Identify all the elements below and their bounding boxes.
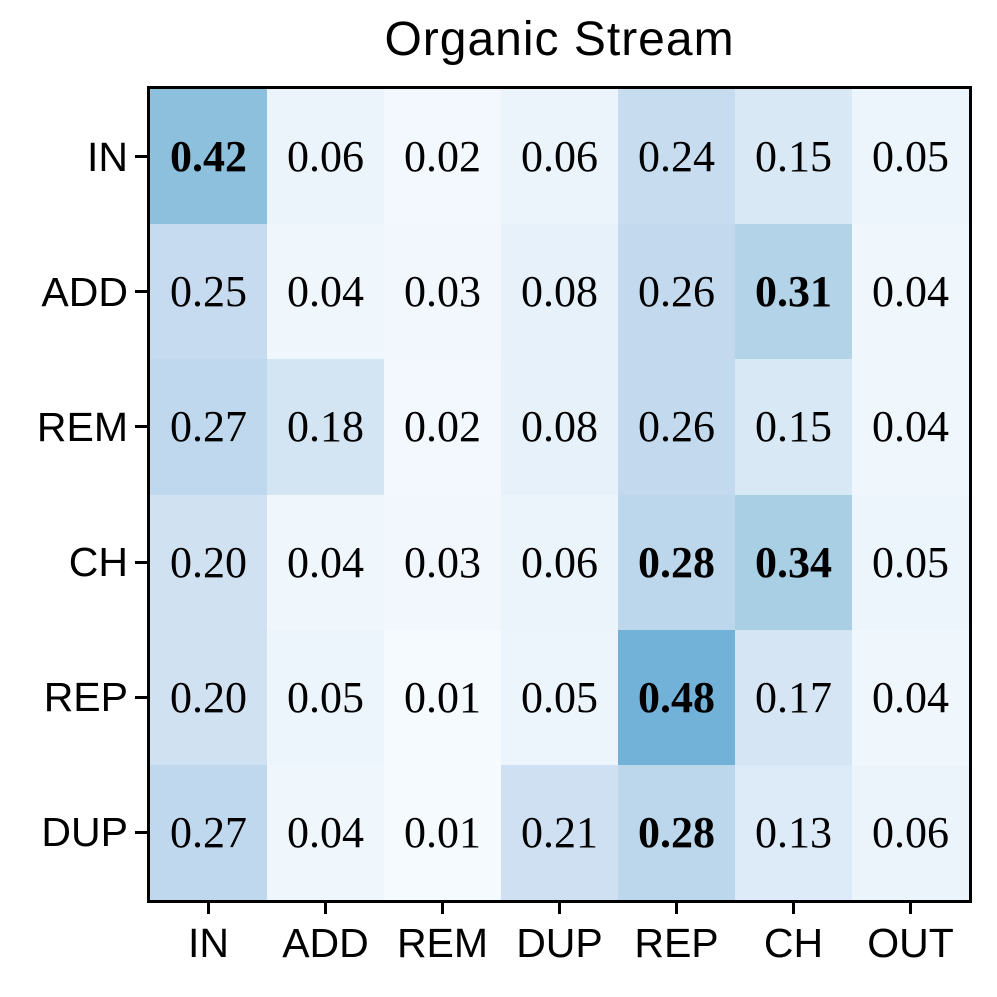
heatmap-cell-IN-REP: 0.24 [618,89,735,225]
heatmap-cell-DUP-ADD: 0.04 [267,764,384,900]
heatmap-cell-IN-CH: 0.15 [735,89,852,225]
heatmap-cell-CH-CH: 0.34 [735,494,852,630]
y-tick-mark [135,695,147,699]
x-tick-label-DUP: DUP [516,920,603,966]
heatmap-cell-REP-OUT: 0.04 [852,629,969,765]
x-tick-label-OUT: OUT [867,920,954,966]
y-tick-label-REM: REM [36,403,128,450]
chart-title: Organic Stream [384,13,735,66]
heatmap-cell-REP-REP: 0.48 [618,629,735,765]
heatmap-cell-DUP-CH: 0.13 [735,764,852,900]
heatmap-cell-IN-DUP: 0.06 [501,89,618,225]
heatmap-cell-REM-CH: 0.15 [735,359,852,495]
heatmap-cell-REM-DUP: 0.08 [501,359,618,495]
heatmap-cell-IN-ADD: 0.06 [267,89,384,225]
x-tick-mark [558,903,561,914]
x-tick-label-ADD: ADD [282,920,369,966]
y-tick-mark [135,425,147,429]
heatmap-cell-ADD-REP: 0.26 [618,224,735,360]
heatmap-cell-DUP-OUT: 0.06 [852,764,969,900]
x-tick-mark [792,903,795,914]
heatmap-cell-IN-OUT: 0.05 [852,89,969,225]
heatmap-cell-ADD-ADD: 0.04 [267,224,384,360]
y-tick-label-DUP: DUP [41,809,128,856]
y-tick-label-IN: IN [87,133,128,180]
heatmap-cell-IN-REM: 0.02 [384,89,501,225]
heatmap-cell-DUP-DUP: 0.21 [501,764,618,900]
y-tick-mark [135,560,147,564]
x-tick-label-CH: CH [763,920,824,966]
heatmap-cell-ADD-OUT: 0.04 [852,224,969,360]
y-tick-mark [135,155,147,159]
plot-area: 0.42 0.06 0.02 0.06 0.24 0.15 0.05 0.25 0.04 0.03… [147,86,972,903]
x-tick-mark [324,903,327,914]
heatmap-cell-REM-ADD: 0.18 [267,359,384,495]
heatmap-cell-CH-REM: 0.03 [384,494,501,630]
x-tick-mark [441,903,444,914]
heatmap-cell-REM-REP: 0.26 [618,359,735,495]
heatmap-cell-ADD-CH: 0.31 [735,224,852,360]
heatmap-cell-ADD-REM: 0.03 [384,224,501,360]
heatmap-cell-CH-OUT: 0.05 [852,494,969,630]
heatmap-cell-CH-ADD: 0.04 [267,494,384,630]
heatmap-cell-CH-DUP: 0.06 [501,494,618,630]
y-tick-mark [135,290,147,294]
heatmap-cell-REM-REM: 0.02 [384,359,501,495]
heatmap-cell-REP-IN: 0.20 [150,629,267,765]
x-tick-label-REP: REP [634,920,719,966]
heatmap-cell-ADD-DUP: 0.08 [501,224,618,360]
heatmap-cell-CH-REP: 0.28 [618,494,735,630]
heatmap-cell-DUP-REP: 0.28 [618,764,735,900]
x-tick-mark [909,903,912,914]
y-tick-label-CH: CH [68,539,128,586]
y-tick-label-REP: REP [43,674,128,721]
heatmap-cell-REP-DUP: 0.05 [501,629,618,765]
heatmap-cell-IN-IN: 0.42 [150,89,267,225]
y-tick-mark [135,830,147,834]
heatmap-cell-REP-ADD: 0.05 [267,629,384,765]
heatmap-cell-REM-IN: 0.27 [150,359,267,495]
heatmap-cell-REM-OUT: 0.04 [852,359,969,495]
heatmap-cell-REP-REM: 0.01 [384,629,501,765]
x-tick-label-IN: IN [188,920,229,966]
heatmap-cell-CH-IN: 0.20 [150,494,267,630]
heatmap-cell-DUP-REM: 0.01 [384,764,501,900]
x-tick-mark [675,903,678,914]
x-tick-mark [207,903,210,914]
heatmap-cell-ADD-IN: 0.25 [150,224,267,360]
heatmap-cell-REP-CH: 0.17 [735,629,852,765]
heatmap-grid: 0.42 0.06 0.02 0.06 0.24 0.15 0.05 0.25 0.04 0.03… [150,89,969,900]
x-tick-label-REM: REM [396,920,489,966]
heatmap-cell-DUP-IN: 0.27 [150,764,267,900]
y-tick-label-ADD: ADD [41,268,128,315]
